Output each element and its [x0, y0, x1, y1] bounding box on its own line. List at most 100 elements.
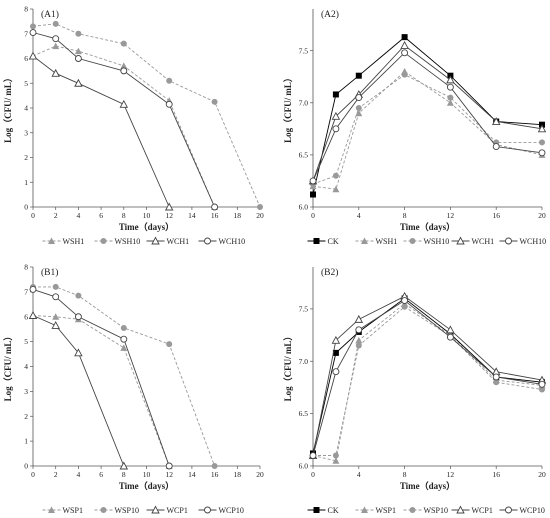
legend-marker: [361, 506, 368, 513]
data-point: [446, 99, 454, 106]
data-point: [120, 335, 128, 343]
x-tick-label: 18: [234, 470, 242, 479]
y-tick-label: 6.0: [299, 203, 309, 212]
data-point: [74, 55, 82, 62]
legend-label: WSP1: [63, 506, 83, 515]
data-point: [29, 29, 37, 36]
y-tick-label: 3: [24, 387, 28, 396]
x-tick-label: 8: [403, 470, 407, 479]
data-point: [355, 336, 363, 344]
data-point: [74, 348, 83, 357]
chart-panel-4: 0 4 8 12 16 20 6.0 6.5 7.0 7.5 Time（days） Log（CFU/ …: [283, 267, 547, 515]
series-WCP1: [308, 291, 547, 459]
data-point: [332, 125, 340, 133]
y-tick-label: 7: [24, 287, 28, 296]
x-tick-label: 12: [165, 470, 173, 479]
data-point: [401, 71, 408, 78]
x-tick-label: 20: [256, 470, 264, 479]
data-point: [447, 94, 454, 101]
data-point: [51, 68, 60, 77]
data-point: [401, 303, 408, 310]
legend-label: WCP10: [520, 506, 545, 515]
data-point: [166, 341, 173, 348]
data-point: [52, 42, 60, 50]
series-WSH10: [30, 20, 263, 210]
panel-label: (A2): [321, 9, 339, 20]
data-point: [355, 326, 363, 334]
data-point: [538, 149, 546, 157]
data-point: [446, 325, 455, 334]
legend-label: WSH1: [63, 237, 85, 246]
data-point: [309, 177, 317, 185]
data-point: [538, 380, 546, 388]
x-tick-label: 6: [99, 211, 103, 220]
x-tick-label: 2: [54, 470, 58, 479]
x-tick-label: 16: [211, 211, 219, 220]
data-point: [119, 461, 129, 470]
y-tick-label: 7.0: [299, 98, 309, 107]
legend: WSH1 WSH10 WCH1 WCH10: [42, 236, 245, 246]
data-point: [539, 386, 545, 393]
x-tick-label: 0: [311, 470, 315, 479]
x-tick-label: 0: [311, 211, 315, 220]
series-WSP1: [29, 312, 173, 469]
series-WSP10: [310, 303, 545, 459]
series-WSH10: [310, 71, 545, 188]
data-point: [332, 172, 339, 179]
data-point: [355, 72, 362, 79]
legend-marker: [313, 238, 320, 244]
y-tick-label: 7: [24, 29, 28, 38]
series-WCH1: [28, 51, 174, 211]
legend-label: WSH1: [376, 237, 398, 246]
data-point: [164, 202, 174, 211]
x-axis-title: Time（days）: [400, 222, 455, 232]
legend-marker: [151, 236, 160, 245]
series-line: [32, 315, 125, 467]
series-line: [312, 36, 543, 195]
data-point: [400, 41, 409, 49]
y-tick-label: 1: [24, 178, 28, 187]
y-tick-label: 6.5: [299, 409, 309, 418]
x-tick-label: 4: [77, 211, 81, 220]
x-axis-title: Time（days）: [119, 481, 174, 491]
legend-label: WCH1: [167, 237, 190, 246]
y-tick-label: 7.5: [299, 46, 309, 55]
series-WCP10: [29, 285, 173, 470]
series-line: [312, 70, 543, 190]
panel-label: (A1): [41, 9, 59, 20]
series-WSP1: [309, 300, 546, 464]
data-point: [165, 462, 173, 470]
data-point: [51, 321, 60, 329]
data-point: [355, 342, 362, 349]
legend: CK WSP1 WSP10 WCP1 WCP10: [307, 505, 545, 515]
y-tick-label: 0: [24, 462, 28, 471]
legend-marker: [100, 507, 107, 513]
series-line: [312, 303, 543, 462]
data-point: [120, 324, 127, 331]
x-tick-label: 4: [357, 211, 361, 220]
data-point: [74, 78, 83, 87]
legend-label: WCP1: [167, 506, 188, 515]
panel-label: (B1): [41, 267, 58, 278]
legend-marker: [361, 237, 368, 244]
legend-marker: [204, 506, 211, 514]
data-point: [331, 111, 341, 120]
x-tick-label: 16: [492, 211, 500, 220]
legend-label: WSP10: [424, 506, 448, 515]
y-tick-label: 5: [24, 79, 28, 88]
data-point: [310, 191, 316, 198]
data-point: [52, 313, 60, 320]
data-point: [537, 124, 547, 133]
data-point: [119, 99, 129, 108]
data-point: [355, 105, 362, 111]
y-tick-label: 6.0: [299, 462, 309, 471]
chart-panel-1: 0 2 4 6 8 10 12 14 16 18 20012345678Time（days）Log（…: [3, 5, 264, 246]
data-point: [75, 292, 82, 299]
x-tick-label: 10: [143, 470, 151, 479]
series-line: [32, 32, 216, 208]
x-tick-label: 2: [54, 211, 58, 220]
data-point: [211, 203, 219, 211]
legend-label: CK: [328, 237, 339, 246]
legend-label: WCP1: [472, 506, 493, 515]
data-point: [332, 452, 339, 459]
